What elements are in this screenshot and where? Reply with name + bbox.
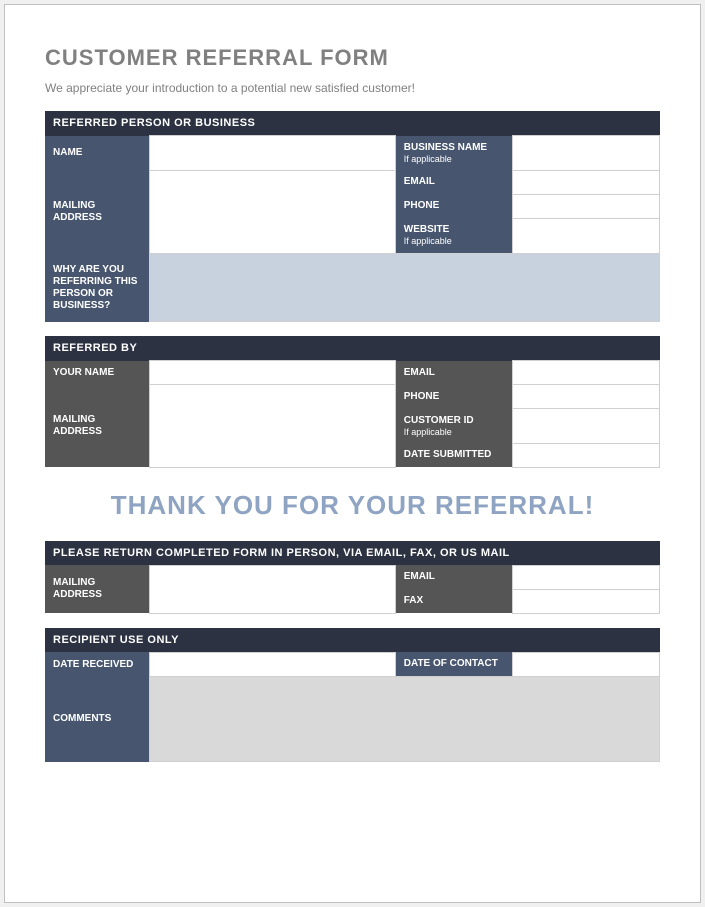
recipient-table: RECIPIENT USE ONLY DATE RECEIVED DATE OF… (45, 628, 660, 763)
received-label: DATE RECEIVED (45, 652, 149, 677)
received-input[interactable] (149, 652, 395, 677)
business-label: BUSINESS NAMEIf applicable (395, 136, 512, 171)
email-input[interactable] (512, 170, 660, 194)
date-label: DATE SUBMITTED (395, 443, 512, 467)
section3-header: PLEASE RETURN COMPLETED FORM IN PERSON, … (45, 541, 660, 566)
email2-input[interactable] (512, 361, 660, 385)
yourname-label: YOUR NAME (45, 361, 149, 385)
phone2-input[interactable] (512, 385, 660, 409)
email3-label: EMAIL (395, 565, 512, 589)
section1-header: REFERRED PERSON OR BUSINESS (45, 111, 660, 136)
business-input[interactable] (512, 136, 660, 171)
fax-input[interactable] (512, 589, 660, 613)
why-label: WHY ARE YOU REFERRING THIS PERSON OR BUS… (45, 254, 149, 322)
referred-by-table: REFERRED BY YOUR NAME EMAIL MAILING ADDR… (45, 336, 660, 468)
customer-input[interactable] (512, 409, 660, 444)
contact-label: DATE OF CONTACT (395, 652, 512, 677)
section2-header: REFERRED BY (45, 336, 660, 361)
email2-label: EMAIL (395, 361, 512, 385)
form-title: CUSTOMER REFERRAL FORM (45, 45, 660, 71)
phone-label: PHONE (395, 194, 512, 218)
comments-label: COMMENTS (45, 677, 149, 762)
form-page: CUSTOMER REFERRAL FORM We appreciate you… (4, 4, 701, 903)
mailing3-input[interactable] (149, 565, 395, 613)
fax-label: FAX (395, 589, 512, 613)
phone-input[interactable] (512, 194, 660, 218)
referred-person-table: REFERRED PERSON OR BUSINESS NAME BUSINES… (45, 111, 660, 322)
mailing2-input[interactable] (149, 385, 395, 468)
email3-input[interactable] (512, 565, 660, 589)
phone2-label: PHONE (395, 385, 512, 409)
form-subtitle: We appreciate your introduction to a pot… (45, 81, 660, 95)
mailing3-label: MAILING ADDRESS (45, 565, 149, 613)
comments-input[interactable] (149, 677, 659, 762)
website-input[interactable] (512, 218, 660, 253)
return-table: PLEASE RETURN COMPLETED FORM IN PERSON, … (45, 541, 660, 614)
mailing-label: MAILING ADDRESS (45, 170, 149, 253)
mailing-input[interactable] (149, 170, 395, 253)
why-input[interactable] (149, 254, 659, 322)
name-input[interactable] (149, 136, 395, 171)
customer-label: CUSTOMER IDIf applicable (395, 409, 512, 444)
section1-header-row: REFERRED PERSON OR BUSINESS (45, 111, 660, 136)
thanks-text: THANK YOU FOR YOUR REFERRAL! (45, 490, 660, 521)
contact-input[interactable] (512, 652, 660, 677)
mailing2-label: MAILING ADDRESS (45, 385, 149, 468)
section4-header: RECIPIENT USE ONLY (45, 628, 660, 653)
date-input[interactable] (512, 443, 660, 467)
website-label: WEBSITEIf applicable (395, 218, 512, 253)
yourname-input[interactable] (149, 361, 395, 385)
name-label: NAME (45, 136, 149, 171)
email-label: EMAIL (395, 170, 512, 194)
